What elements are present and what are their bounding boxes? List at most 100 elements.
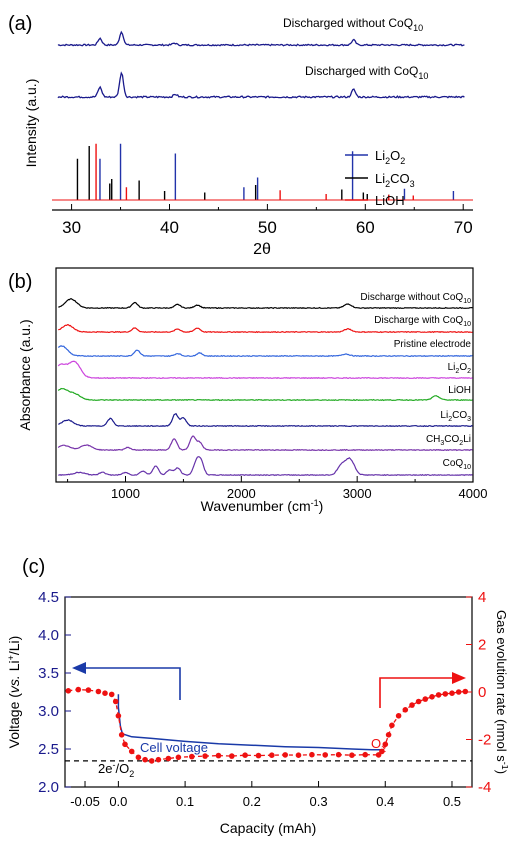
o2-data-point	[442, 691, 449, 697]
left-axis-arrow	[72, 662, 181, 700]
panel-a-series	[57, 30, 465, 99]
panel-b-series	[57, 298, 473, 477]
c-x-tick-label: 0.0	[109, 794, 127, 809]
o2-data-point	[322, 752, 329, 758]
legend-label-li2co3: Li2CO3	[375, 171, 415, 189]
o2-data-point	[362, 751, 369, 758]
o2-data-point	[379, 748, 385, 755]
ftir-label-3: Li2O2	[448, 362, 471, 375]
o2-data-point	[115, 713, 122, 719]
c-left-tick-label: 3.5	[38, 665, 59, 682]
b-tick-label-3000: 3000	[343, 486, 372, 501]
c-x-tick-label: 0.4	[376, 794, 394, 809]
o2-data-point	[462, 688, 469, 695]
b-tick-label-1000: 1000	[111, 486, 140, 501]
o2-data-point	[435, 692, 442, 698]
o2-data-point	[415, 698, 422, 705]
panel-a-xlabel: 2θ	[253, 241, 271, 258]
label-discharged-without: Discharged without CoQ10	[283, 16, 423, 33]
o2-data-point	[402, 707, 409, 713]
ftir-series-3	[57, 360, 473, 380]
c-left-tick-label: 2.0	[38, 779, 59, 796]
o2-data-point	[269, 752, 275, 758]
o2-data-point	[215, 752, 222, 759]
c-left-tick-label: 3.0	[38, 703, 59, 720]
o2-data-point	[75, 686, 82, 693]
o2-data-point	[375, 752, 382, 758]
o2-data-point	[102, 690, 108, 696]
c-x-tick-label: -0.05	[70, 794, 100, 809]
b-tick-label-2000: 2000	[227, 486, 256, 501]
legend-label-lioh: LiOH	[375, 193, 405, 208]
c-x-tick-label: 0.2	[243, 794, 261, 809]
c-right-tick-label: 2	[478, 637, 486, 654]
panel-b-x-ticks: 1000 2000 3000 4000	[67, 476, 488, 501]
o2-data-point	[389, 722, 395, 729]
o2-data-point	[135, 754, 142, 761]
panel-a-legend: Li2O2 Li2CO3 LiOH	[345, 148, 415, 208]
c-right-tick-label: -2	[478, 732, 491, 749]
panel-c-ylabel-left: Voltage (vs. Li+/Li)	[6, 636, 22, 749]
o2-data-point	[309, 751, 315, 758]
o2-data-point	[95, 688, 102, 695]
c-right-tick-label: 0	[478, 684, 486, 701]
o2-data-point	[65, 688, 72, 694]
o2-data-point	[165, 755, 172, 762]
o2-data-point	[242, 752, 248, 758]
o2-data-point	[429, 694, 435, 700]
xrd-series-with-coq10	[57, 71, 465, 99]
c-right-tick-label: -4	[478, 779, 491, 796]
ftir-series-7	[58, 456, 473, 477]
o2-data-point	[255, 752, 262, 759]
ftir-series-0	[58, 298, 473, 310]
c-x-tick-label: 0.1	[176, 794, 194, 809]
panel-label-b: (b)	[8, 271, 32, 293]
c-left-tick-label: 2.5	[38, 741, 59, 758]
ftir-label-0: Discharge without CoQ10	[360, 292, 471, 305]
panel-b-ftir: (b) 1000 2000 3000 4000 Wavenumber (cm-1) A…	[8, 267, 488, 514]
right-axis-arrow	[379, 672, 466, 708]
ftir-series-2	[57, 345, 473, 358]
o2-evolution-line	[68, 688, 466, 762]
a-tick-label-50: 50	[258, 218, 277, 237]
o2-data-point	[349, 752, 355, 758]
o2-data-point	[189, 753, 195, 760]
xrd-series-without-coq10	[57, 30, 465, 47]
panel-a-x-ticks: 30 40 50 60 70	[62, 204, 473, 237]
o2-data-point	[175, 754, 182, 761]
o2-data-point	[282, 752, 289, 758]
o2-data-point	[335, 751, 342, 758]
annotation-o2: O2	[371, 736, 386, 754]
b-tick-label-4000: 4000	[459, 486, 488, 501]
panel-c-dems: (c) -0.05 0.0 0.1 0.2 0.3 0.4 0.5 2.0 2.5 3.0 3.5 4…	[6, 556, 508, 836]
ftir-series-1	[58, 323, 473, 334]
c-x-tick-label: 0.5	[443, 794, 461, 809]
panel-a-xrd: (a) 30 40 50 60 70 2θ Intensity (a.u.) Disch…	[8, 13, 473, 258]
ftir-label-4: LiOH	[448, 385, 471, 396]
panel-c-xlabel: Capacity (mAh)	[220, 820, 316, 836]
panel-c-frame	[64, 596, 473, 788]
ftir-label-7: CoQ10	[443, 458, 471, 471]
o2-data-point	[395, 713, 402, 719]
o2-data-point	[148, 758, 155, 764]
o2-data-point	[409, 702, 415, 708]
a-tick-label-30: 30	[62, 218, 81, 237]
panel-c-plot	[65, 686, 472, 764]
panel-c-ticks: -0.05 0.0 0.1 0.2 0.3 0.4 0.5 2.0 2.5 3.0 3.5 4.0 4.…	[38, 589, 491, 809]
label-discharged-with: Discharged with CoQ10	[305, 64, 428, 81]
o2-data-point	[122, 741, 128, 748]
ftir-series-4	[57, 387, 473, 402]
annotation-cell-voltage: Cell voltage	[140, 740, 208, 755]
o2-data-point	[112, 698, 119, 705]
c-left-tick-label: 4.0	[38, 627, 59, 644]
o2-data-point	[382, 741, 389, 748]
a-tick-label-60: 60	[356, 218, 375, 237]
o2-data-point	[118, 732, 125, 738]
o2-data-point	[449, 690, 455, 696]
panel-b-frame	[55, 267, 474, 483]
o2-data-point	[155, 756, 162, 763]
o2-data-point	[108, 691, 115, 698]
ftir-label-1: Discharge with CoQ10	[374, 315, 471, 328]
o2-data-point	[229, 753, 235, 759]
